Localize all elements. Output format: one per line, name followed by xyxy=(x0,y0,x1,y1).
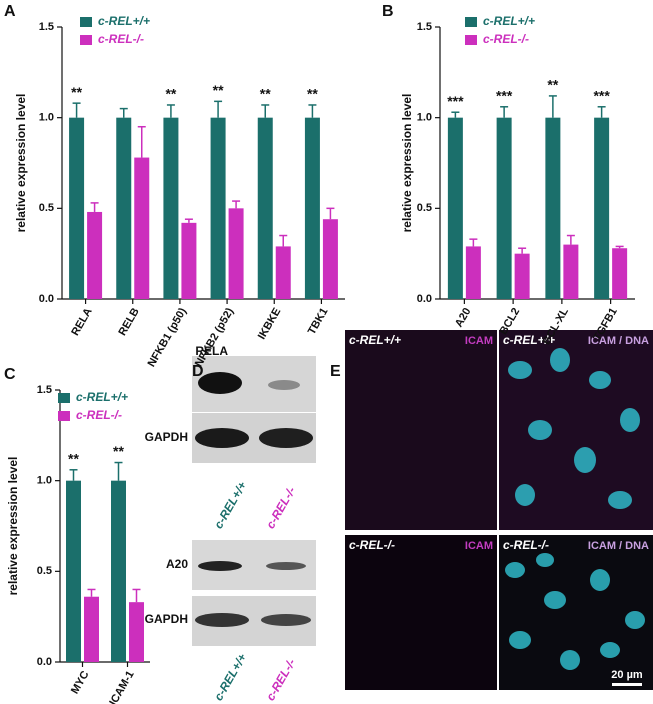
lane-label: c-REL+/+ xyxy=(211,479,249,531)
blot-row-label: GAPDH xyxy=(145,612,188,626)
legend-swatch xyxy=(465,35,477,45)
bar xyxy=(116,117,132,300)
legend-swatch xyxy=(80,35,92,45)
bar xyxy=(111,480,126,662)
significance: *** xyxy=(593,87,610,103)
x-tick-label: NFKB1 (p50) xyxy=(146,306,190,369)
legend-label: c-REL-/- xyxy=(483,32,529,46)
legend-label: c-REL+/+ xyxy=(76,390,128,404)
bar xyxy=(322,219,338,299)
bar xyxy=(87,211,103,299)
y-tick-label: 0.0 xyxy=(37,656,52,668)
significance: ** xyxy=(113,443,124,459)
panel-letter: E xyxy=(330,363,341,380)
bar xyxy=(69,117,85,300)
significance: *** xyxy=(447,93,464,109)
lane-label: c-REL+/+ xyxy=(211,651,249,703)
genotype-label: c-REL-/- xyxy=(349,538,395,552)
blot-row-label: A20 xyxy=(166,557,188,571)
panel-letter: A xyxy=(4,3,16,20)
significance: ** xyxy=(71,84,82,100)
y-tick-label: 0.0 xyxy=(39,293,54,305)
bar xyxy=(465,246,481,299)
y-tick-label: 1.5 xyxy=(417,21,432,33)
bar xyxy=(275,246,291,299)
y-axis-title: relative expression level xyxy=(6,457,20,596)
x-tick-label: IKBKE xyxy=(256,306,284,342)
channel-label: ICAM xyxy=(465,335,493,347)
bar xyxy=(612,248,628,299)
x-tick-label: ICAM-1 xyxy=(107,669,136,704)
bar xyxy=(514,253,530,299)
bar xyxy=(594,117,610,300)
legend-label: c-REL-/- xyxy=(98,32,144,46)
bar xyxy=(228,208,244,299)
bar xyxy=(163,117,179,300)
channel-label: ICAM / DNA xyxy=(588,540,649,552)
blot-row-label: GAPDH xyxy=(145,430,188,444)
y-axis-title: relative expression level xyxy=(400,94,414,233)
scale-bar-label: 20 µm xyxy=(611,669,643,681)
microscopy-images xyxy=(345,330,653,690)
bar xyxy=(129,602,144,662)
lane-label: c-REL-/- xyxy=(263,656,298,703)
x-tick-label: MYC xyxy=(69,669,92,696)
y-tick-label: 0.5 xyxy=(417,202,432,214)
panel-letter: D xyxy=(192,363,204,380)
legend-swatch xyxy=(465,17,477,27)
y-tick-label: 1.0 xyxy=(39,112,54,124)
x-tick-label: A20 xyxy=(453,306,473,329)
bar xyxy=(257,117,273,300)
significance: ** xyxy=(213,82,224,98)
bar xyxy=(134,157,150,299)
blot-row-label: RELA xyxy=(195,344,228,358)
x-tick-label: TBK1 xyxy=(306,306,331,337)
y-tick-label: 1.5 xyxy=(37,384,52,396)
x-tick-label: RELA xyxy=(69,306,94,338)
bar xyxy=(304,117,320,300)
channel-label: ICAM xyxy=(465,540,493,552)
y-tick-label: 1.0 xyxy=(37,475,52,487)
bar xyxy=(447,117,463,300)
genotype-label: c-REL-/- xyxy=(503,538,549,552)
bar xyxy=(66,480,81,662)
y-tick-label: 0.5 xyxy=(39,202,54,214)
significance: *** xyxy=(496,87,513,103)
significance: ** xyxy=(547,77,558,93)
significance: ** xyxy=(68,450,79,466)
genotype-label: c-REL+/+ xyxy=(503,333,555,347)
y-axis-title: relative expression level xyxy=(14,94,28,233)
legend-swatch xyxy=(80,17,92,27)
significance: ** xyxy=(165,86,176,102)
panel-letter: C xyxy=(4,366,16,383)
significance: ** xyxy=(307,86,318,102)
x-tick-label: RELB xyxy=(116,306,141,338)
blot-images xyxy=(192,356,316,646)
significance: ** xyxy=(260,86,271,102)
legend-swatch xyxy=(58,411,70,421)
bar xyxy=(563,244,579,299)
y-tick-label: 0.5 xyxy=(37,565,52,577)
bar xyxy=(210,117,226,300)
y-tick-label: 1.0 xyxy=(417,112,432,124)
bar xyxy=(84,596,99,662)
channel-label: ICAM / DNA xyxy=(588,335,649,347)
panel-letter: B xyxy=(382,3,394,20)
bar xyxy=(181,222,197,299)
y-tick-label: 1.5 xyxy=(39,21,54,33)
bar xyxy=(496,117,512,300)
legend-label: c-REL+/+ xyxy=(483,14,535,28)
genotype-label: c-REL+/+ xyxy=(349,333,401,347)
legend-label: c-REL-/- xyxy=(76,408,122,422)
legend-swatch xyxy=(58,393,70,403)
y-tick-label: 0.0 xyxy=(417,293,432,305)
bar xyxy=(545,117,561,300)
legend-label: c-REL+/+ xyxy=(98,14,150,28)
lane-label: c-REL-/- xyxy=(263,484,298,531)
